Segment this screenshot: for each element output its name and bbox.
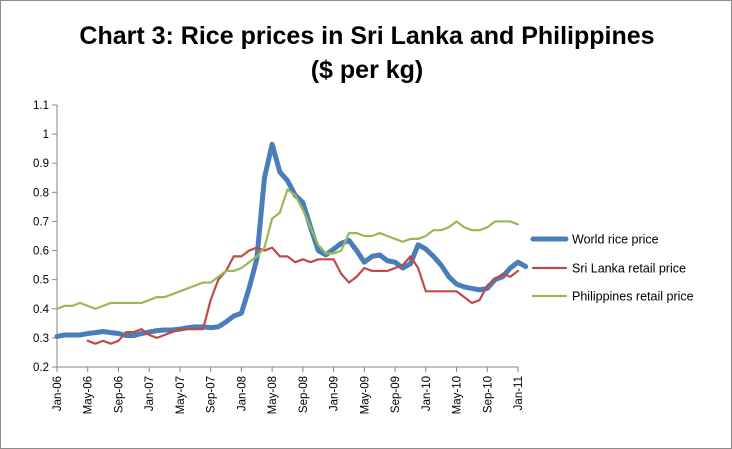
x-tick-label: May-06 bbox=[83, 376, 95, 414]
x-tick-label: Jan-06 bbox=[52, 376, 64, 411]
y-tick-label: 0.3 bbox=[33, 333, 49, 345]
y-tick-label: 0.4 bbox=[33, 304, 50, 316]
x-tick-label: Jan-09 bbox=[329, 376, 341, 411]
x-tick-label: Sep-07 bbox=[206, 376, 218, 413]
legend-label-1: World rice price bbox=[572, 233, 659, 247]
y-tick-label: 0.7 bbox=[33, 216, 49, 228]
x-tick-label: Jan-07 bbox=[144, 376, 156, 411]
x-tick-label: Sep-08 bbox=[298, 376, 310, 413]
y-tick-label: 0.9 bbox=[33, 158, 49, 170]
series-line-3 bbox=[55, 188, 520, 310]
y-tick-label: 0.8 bbox=[33, 187, 49, 199]
x-tick-label: May-08 bbox=[267, 376, 279, 414]
chart-title-block: Chart 3: Rice prices in Sri Lanka and Ph… bbox=[1, 19, 731, 87]
x-tick-label: Sep-10 bbox=[482, 376, 494, 413]
chart-title: Chart 3: Rice prices in Sri Lanka and Ph… bbox=[79, 22, 655, 50]
y-tick-label: 1 bbox=[43, 129, 49, 141]
chart-subtitle: ($ per kg) bbox=[310, 56, 424, 84]
y-tick-label: 0.2 bbox=[33, 362, 49, 374]
legend-label-3: Philippines retail price bbox=[572, 290, 694, 304]
x-tick-label: May-07 bbox=[175, 376, 187, 414]
x-tick-label: May-09 bbox=[359, 376, 371, 414]
series-line-1 bbox=[54, 141, 529, 339]
x-tick-label: Sep-06 bbox=[113, 376, 125, 413]
x-tick-label: Sep-09 bbox=[390, 376, 402, 413]
x-tick-label: Jan-11 bbox=[513, 376, 525, 410]
y-tick-label: 0.5 bbox=[33, 275, 49, 287]
y-tick-label: 1.1 bbox=[33, 100, 49, 112]
x-tick-label: Jan-08 bbox=[236, 376, 248, 411]
series-line-2 bbox=[86, 246, 520, 345]
y-tick-label: 0.6 bbox=[33, 246, 49, 258]
x-tick-label: May-10 bbox=[452, 376, 464, 414]
legend-label-2: Sri Lanka retail price bbox=[572, 262, 686, 276]
x-tick-label: Jan-10 bbox=[421, 376, 433, 411]
